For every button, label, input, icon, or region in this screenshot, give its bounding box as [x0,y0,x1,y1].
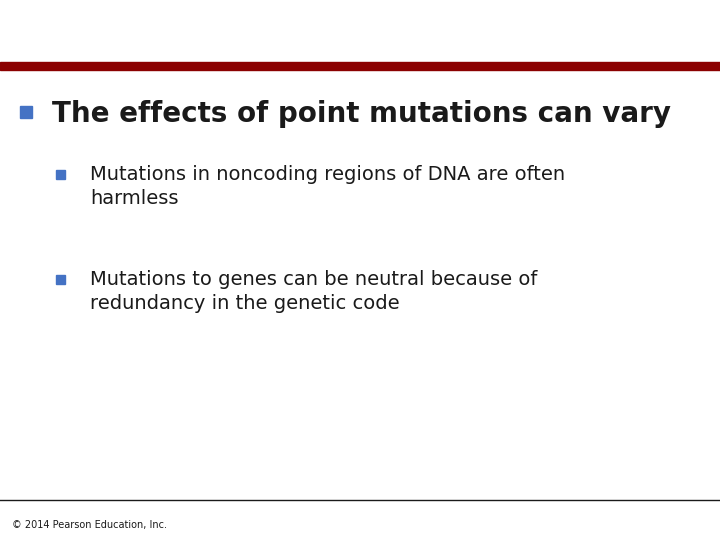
Text: The effects of point mutations can vary: The effects of point mutations can vary [52,100,671,128]
Bar [0,62,720,70]
Bar [56,275,65,284]
Bar [20,106,32,118]
Text: © 2014 Pearson Education, Inc.: © 2014 Pearson Education, Inc. [12,520,167,530]
Text: Mutations to genes can be neutral because of
redundancy in the genetic code: Mutations to genes can be neutral becaus… [90,270,537,313]
Text: Mutations in noncoding regions of DNA are often
harmless: Mutations in noncoding regions of DNA ar… [90,165,565,208]
Bar [56,170,65,179]
